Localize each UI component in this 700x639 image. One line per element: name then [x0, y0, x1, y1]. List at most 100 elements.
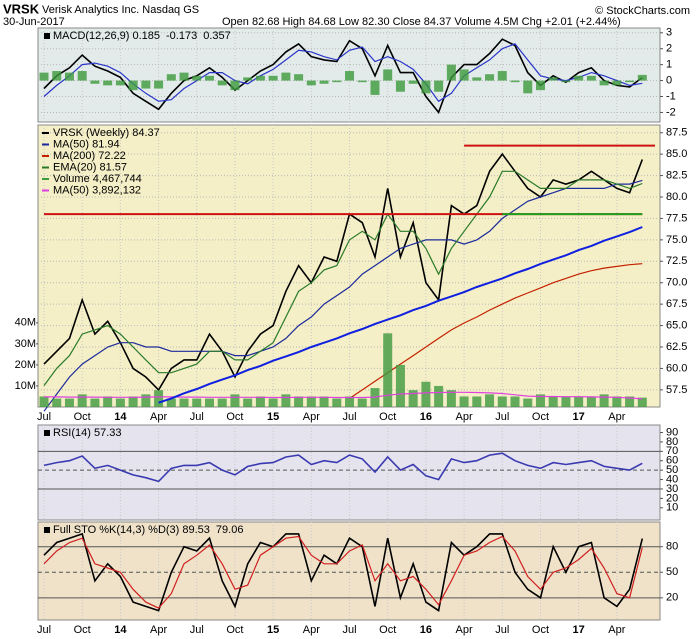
credit: © StockCharts.com	[595, 5, 690, 17]
histogram-bar	[255, 75, 265, 81]
symbol: VRSK	[3, 1, 40, 16]
histogram-bar	[574, 75, 584, 81]
y-tick-label: 40	[666, 473, 678, 485]
histogram-bar	[141, 80, 151, 89]
histogram-bar	[154, 80, 164, 89]
histogram-bar	[421, 80, 431, 94]
volume-bar	[192, 398, 202, 407]
histogram-bar	[548, 77, 558, 81]
histogram-bar	[472, 77, 482, 81]
volume-bar	[166, 398, 176, 407]
histogram-bar	[523, 80, 533, 94]
y-tick-label: 65.0	[666, 319, 687, 331]
volume-bar	[510, 396, 520, 407]
legend-entry: VRSK (Weekly) 84.37	[53, 127, 160, 139]
histogram-bar	[204, 75, 214, 81]
trendline	[158, 226, 643, 404]
histogram-bar	[230, 80, 240, 91]
legend-entry: MA(200) 72.22	[53, 150, 126, 162]
y-tick-label: 57.5	[666, 384, 687, 396]
histogram-bar	[357, 80, 367, 83]
x-tick-label: Oct	[532, 411, 549, 423]
y-tick-label: 2	[666, 43, 672, 55]
histogram-bar	[52, 71, 62, 81]
y-tick-label: 1	[666, 59, 672, 71]
y-tick-label: 3	[666, 27, 672, 39]
y-tick-label: 70.0	[666, 277, 687, 289]
legend-swatch	[44, 33, 50, 39]
volume-bar	[115, 398, 125, 407]
panel-background	[37, 124, 661, 408]
volume-bar	[485, 394, 495, 407]
volume-bar	[535, 394, 545, 407]
y-tick-label: 87.5	[666, 127, 687, 139]
volume-bar	[217, 398, 227, 407]
x-tick-label: Apr	[150, 411, 167, 423]
histogram-bar	[459, 69, 469, 81]
histogram-bar	[64, 72, 74, 81]
volume-bar	[103, 396, 113, 407]
x-tick-label: 15	[267, 411, 279, 423]
y-tick-label: 77.5	[666, 212, 687, 224]
y2-tick-label: 30M	[15, 338, 36, 350]
volume-bar	[599, 394, 609, 407]
volume-bar	[345, 396, 355, 407]
legend-swatch	[44, 430, 50, 436]
histogram-bar	[485, 74, 495, 81]
y-tick-label: 50	[666, 464, 678, 476]
y-tick-label: 50	[666, 566, 678, 578]
volume-bar	[141, 394, 151, 407]
panel-background	[37, 424, 661, 521]
histogram-bar	[294, 74, 304, 81]
histogram-bar	[497, 71, 507, 81]
volume-bar	[472, 396, 482, 407]
x-tick-label: Jul	[190, 624, 204, 636]
legend-swatch	[42, 143, 49, 146]
x-tick-label: Apr	[608, 411, 625, 423]
y-tick-label: 82.5	[666, 169, 687, 181]
legend-swatch	[42, 155, 49, 157]
volume-bar	[281, 394, 291, 407]
volume-bar	[230, 394, 240, 407]
volume-bar	[319, 396, 329, 407]
y-tick-label: 60	[666, 455, 678, 467]
y-tick-label: 10	[666, 502, 678, 514]
volume-bar	[77, 394, 87, 407]
x-tick-label: Oct	[226, 624, 243, 636]
x-tick-label: Oct	[379, 624, 396, 636]
x-tick-label: Jul	[495, 411, 509, 423]
x-tick-label: 17	[573, 411, 585, 423]
x-tick-label: Jul	[495, 624, 509, 636]
x-tick-label: 14	[114, 411, 127, 423]
histogram-bar	[446, 64, 456, 81]
volume-bar	[39, 396, 49, 407]
y-tick-label: 0	[666, 74, 672, 86]
histogram-bar	[370, 80, 380, 95]
histogram-bar	[561, 80, 571, 83]
x-tick-label: 17	[573, 624, 585, 636]
company-name: Verisk Analytics Inc. Nasdaq GS	[42, 4, 199, 16]
histogram-bar	[217, 80, 227, 86]
histogram-bar	[39, 72, 49, 81]
volume-bar	[561, 396, 571, 407]
histogram-bar	[77, 71, 87, 81]
legend-entry: MA(50) 81.94	[53, 138, 120, 150]
legend-swatch	[42, 132, 49, 134]
volume-bar	[586, 396, 596, 407]
y-tick-label: 30	[666, 483, 678, 495]
x-tick-label: 15	[267, 624, 279, 636]
histogram-bar	[510, 80, 520, 83]
x-tick-label: Apr	[303, 411, 320, 423]
series-line	[43, 535, 643, 609]
y-tick-label: 72.5	[666, 255, 687, 267]
x-tick-label: Oct	[379, 411, 396, 423]
histogram-bar	[281, 72, 291, 81]
x-tick-label: Apr	[303, 624, 320, 636]
series-line	[43, 532, 644, 612]
y-tick-label: 70	[666, 445, 678, 457]
volume-bar	[357, 398, 367, 407]
legend-swatch	[42, 189, 49, 192]
histogram-bar	[192, 75, 202, 81]
x-tick-label: 14	[114, 624, 127, 636]
y-tick-label: -2	[666, 106, 676, 118]
